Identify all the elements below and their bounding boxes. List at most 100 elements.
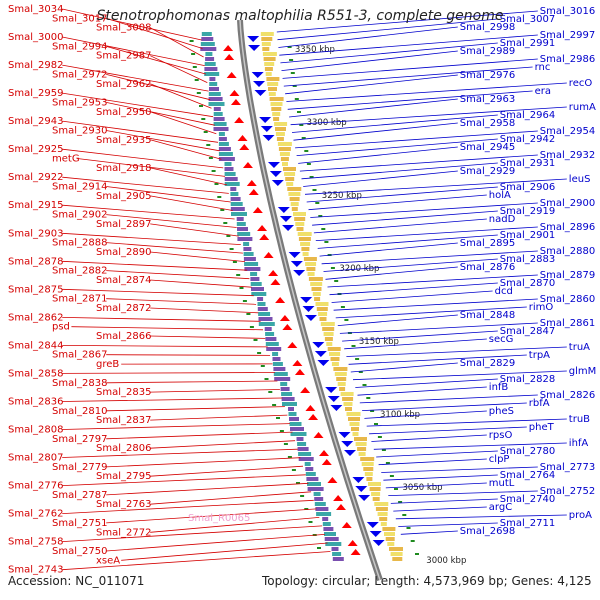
feature-band-right	[387, 542, 395, 546]
right-gene-label: rnc	[535, 62, 551, 73]
feature-band-left	[205, 57, 215, 61]
reverse-gene-arrow	[269, 171, 282, 177]
right-gene-label: leuS	[569, 174, 591, 185]
feature-band-right	[392, 557, 403, 561]
coordinate-tick	[291, 469, 296, 471]
left-gene-label: Smal_2914	[52, 182, 107, 193]
reverse-gene-arrow	[302, 306, 315, 312]
feature-band-left	[266, 347, 282, 351]
right-gene-connector	[388, 490, 538, 496]
left-gene-label: Smal_2925	[8, 144, 63, 155]
coordinate-tick	[220, 209, 225, 211]
left-gene-connector	[62, 64, 209, 92]
feature-band-right	[369, 487, 381, 491]
reverse-gene-arrow	[288, 252, 301, 258]
coordinate-tick	[394, 488, 398, 490]
left-gene-label: Smal_2982	[8, 60, 63, 71]
coordinate-tick	[289, 59, 294, 61]
left-gene-label: Smal_2935	[96, 135, 151, 146]
feature-band-right	[316, 307, 328, 311]
forward-gene-arrow	[313, 432, 324, 438]
feature-band-left	[306, 477, 319, 481]
left-gene-label: Smal_2872	[96, 303, 151, 314]
right-gene-connector	[335, 306, 527, 319]
right-gene-label: nadD	[489, 214, 516, 225]
left-gene-label: Smal_2987	[96, 51, 151, 62]
feature-band-right	[311, 287, 322, 291]
right-gene-label: Smal_2764	[500, 470, 555, 481]
left-gene-label: Smal_2743	[8, 565, 63, 576]
forward-gene-arrow	[333, 495, 344, 501]
left-gene-label: Smal_2808	[8, 425, 63, 436]
coordinate-tick	[229, 248, 234, 250]
feature-band-right	[337, 382, 346, 386]
right-gene-label: secG	[489, 334, 514, 345]
right-gene-connector	[313, 218, 487, 234]
feature-band-left	[237, 232, 251, 236]
feature-band-left	[257, 307, 268, 311]
right-gene-label: Smal_2989	[460, 46, 515, 57]
genome-title: Stenotrophomonas maltophilia R551-3, com…	[96, 8, 504, 24]
right-gene-connector	[290, 106, 567, 126]
feature-band-right	[346, 412, 361, 416]
feature-band-left	[244, 267, 261, 271]
right-gene-connector	[371, 434, 487, 442]
feature-band-right	[368, 482, 381, 486]
left-gene-label: Smal_2858	[8, 368, 63, 379]
left-gene-connector	[106, 534, 325, 552]
left-gene-connector	[106, 298, 257, 305]
reverse-gene-arrow	[271, 180, 284, 186]
feature-band-right	[310, 282, 323, 286]
coordinate-tick	[301, 137, 306, 139]
left-gene-label: Smal_2888	[52, 238, 107, 249]
feature-band-right	[291, 207, 298, 211]
feature-band-right	[271, 107, 282, 111]
feature-band-left	[204, 72, 220, 76]
feature-band-left	[218, 157, 235, 161]
left-gene-label: Smal_3034	[8, 4, 63, 15]
feature-band-left	[204, 62, 216, 66]
left-gene-connector	[150, 223, 239, 237]
feature-band-right	[268, 87, 277, 91]
left-gene-label: Smal_2962	[96, 79, 151, 90]
feature-band-right	[375, 507, 388, 511]
feature-band-left	[305, 472, 316, 476]
coordinate-tick	[199, 105, 203, 107]
coordinate-tick	[306, 163, 311, 165]
right-gene-connector	[291, 114, 498, 133]
feature-band-left	[200, 47, 217, 51]
feature-band-right	[355, 442, 367, 446]
right-gene-connector	[327, 274, 538, 288]
feature-band-left	[208, 97, 223, 101]
left-gene-connector	[106, 380, 278, 384]
right-gene-connector	[296, 138, 498, 156]
feature-band-left	[307, 482, 321, 486]
right-gene-label: Smal_2880	[540, 246, 595, 257]
right-gene-label: Smal_2901	[500, 230, 555, 241]
feature-band-right	[264, 67, 273, 71]
feature-band-right	[340, 392, 354, 396]
right-gene-label: Smal_2942	[500, 134, 555, 145]
forward-gene-arrow	[294, 369, 305, 375]
left-gene-connector	[62, 92, 214, 118]
forward-gene-arrow	[275, 297, 286, 303]
feature-band-left	[281, 397, 295, 401]
feature-band-left	[322, 517, 329, 521]
coordinate-tick	[297, 111, 301, 113]
right-gene-connector	[321, 250, 538, 265]
coordinate-tick	[406, 527, 411, 529]
feature-band-right	[366, 477, 373, 481]
left-gene-connector	[62, 36, 205, 66]
reverse-gene-arrow	[372, 540, 385, 546]
feature-band-left	[273, 367, 286, 371]
right-gene-connector	[299, 154, 538, 172]
feature-band-right	[345, 407, 352, 411]
reverse-gene-arrow	[304, 315, 317, 321]
left-gene-label: Smal_2807	[8, 453, 63, 464]
left-gene-connector	[106, 102, 215, 126]
feature-band-right	[323, 332, 334, 336]
feature-band-right	[286, 182, 294, 186]
feature-band-right	[278, 147, 291, 151]
feature-band-left	[230, 187, 237, 191]
left-gene-connector	[150, 517, 320, 533]
